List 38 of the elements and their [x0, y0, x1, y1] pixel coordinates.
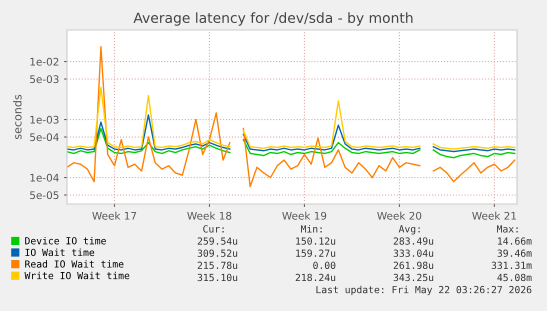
y-tick-label: 5e-03: [30, 75, 59, 84]
text: Max:: [496, 225, 518, 233]
legend-label: IO Wait time: [25, 248, 94, 256]
text: Avg:: [398, 225, 420, 234]
text: 45.08m: [497, 274, 532, 282]
x-tick-label: Week 20: [377, 212, 422, 220]
text: 215.78u: [198, 262, 238, 270]
y-tick-label: 1e-03: [30, 116, 59, 124]
text: 159.27u: [296, 250, 336, 257]
text: 309.52u: [198, 250, 238, 257]
x-tick-label: Week 17: [92, 212, 136, 220]
text: Min:: [300, 225, 322, 232]
text: 261.98u: [394, 262, 434, 270]
text: 150.12u: [296, 237, 336, 245]
x-tick-label: Week 18: [187, 212, 232, 220]
text: 331.31m: [492, 262, 532, 270]
y-tick-label: 1e-04: [30, 174, 59, 182]
x-tick-label: Week 19: [282, 212, 326, 220]
text: 315.10u: [198, 274, 238, 282]
chart-title: Average latency for /dev/sda - by month: [133, 12, 412, 26]
text: 259.54u: [198, 237, 238, 245]
legend-label: Read IO Wait time: [25, 260, 124, 268]
legend-label: Write IO Wait time: [24, 272, 130, 280]
text: Cur:: [203, 225, 224, 233]
text: 218.24u: [296, 274, 336, 282]
y-tick-label: 5e-05: [30, 191, 58, 200]
y-axis-title: seconds: [13, 94, 22, 140]
text: 0.00: [313, 262, 336, 270]
x-tick-label: Week 21: [472, 212, 516, 220]
text: 14.66m: [498, 237, 532, 245]
text: 283.49u: [394, 237, 434, 245]
legend-label: Device IO time: [25, 236, 106, 244]
text: 39.46m: [498, 250, 532, 257]
y-tick-label: 5e-04: [30, 133, 59, 142]
text: Last update: Fri May 22 03:26:27 2026: [316, 286, 532, 296]
y-tick-label: 1e-02: [30, 58, 58, 66]
text: 343.25u: [394, 274, 434, 282]
text: 333.04u: [394, 250, 434, 257]
